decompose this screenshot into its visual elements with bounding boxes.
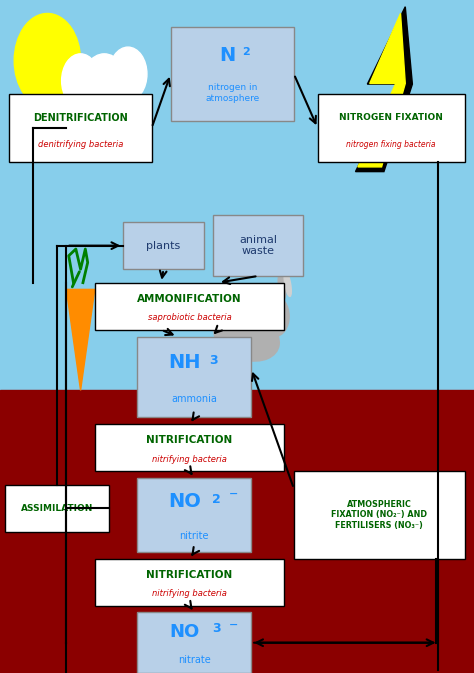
FancyBboxPatch shape (137, 478, 251, 552)
Text: nitrite: nitrite (180, 530, 209, 540)
Text: nitrate: nitrate (178, 655, 211, 665)
Text: ATMOSPHERIC
FIXATION (NO₂⁻) AND
FERTILISERS (NO₃⁻): ATMOSPHERIC FIXATION (NO₂⁻) AND FERTILIS… (331, 500, 427, 530)
Text: 3: 3 (209, 354, 218, 367)
FancyBboxPatch shape (5, 485, 109, 532)
Ellipse shape (278, 273, 286, 299)
Text: NO: NO (170, 623, 200, 641)
FancyBboxPatch shape (95, 559, 284, 606)
Bar (0, 390, 474, 673)
Circle shape (62, 54, 100, 108)
Polygon shape (358, 13, 405, 167)
FancyBboxPatch shape (318, 94, 465, 162)
Polygon shape (356, 7, 412, 172)
Text: AMMONIFICATION: AMMONIFICATION (137, 294, 242, 304)
Text: DENITRIFICATION: DENITRIFICATION (33, 113, 128, 122)
Text: nitrifying bacteria: nitrifying bacteria (152, 455, 227, 464)
FancyBboxPatch shape (95, 424, 284, 471)
Text: nitrogen in
atmosphere: nitrogen in atmosphere (205, 83, 259, 102)
Text: NH: NH (169, 353, 201, 372)
FancyBboxPatch shape (137, 336, 251, 417)
Polygon shape (66, 289, 95, 390)
Text: saprobiotic bacteria: saprobiotic bacteria (148, 314, 231, 322)
Text: ammonia: ammonia (172, 394, 217, 404)
Text: denitrifying bacteria: denitrifying bacteria (38, 140, 123, 149)
FancyBboxPatch shape (137, 612, 251, 673)
Text: 2: 2 (243, 47, 250, 57)
Circle shape (261, 296, 289, 336)
Text: −: − (228, 489, 238, 499)
Text: animal
waste: animal waste (239, 235, 277, 256)
Text: NITRIFICATION: NITRIFICATION (146, 435, 233, 446)
Text: plants: plants (146, 241, 181, 250)
FancyBboxPatch shape (95, 283, 284, 330)
Text: 2: 2 (212, 493, 221, 506)
Circle shape (109, 47, 147, 101)
Text: nitrifying bacteria: nitrifying bacteria (152, 590, 227, 598)
FancyBboxPatch shape (9, 94, 152, 162)
Text: N: N (219, 46, 236, 65)
Text: −: − (228, 619, 238, 629)
Circle shape (14, 13, 81, 108)
Ellipse shape (284, 272, 292, 296)
FancyBboxPatch shape (171, 27, 294, 121)
Text: ASSIMILATION: ASSIMILATION (21, 503, 93, 513)
Text: nitrogen fixing bacteria: nitrogen fixing bacteria (346, 140, 436, 149)
Text: NITRIFICATION: NITRIFICATION (146, 570, 233, 580)
FancyBboxPatch shape (213, 215, 303, 276)
FancyBboxPatch shape (294, 471, 465, 559)
Circle shape (81, 54, 128, 121)
Bar (0, 0, 474, 390)
Text: NITROGEN FIXATION: NITROGEN FIXATION (339, 113, 443, 122)
Text: 3: 3 (212, 623, 221, 635)
Ellipse shape (214, 312, 279, 361)
FancyBboxPatch shape (123, 222, 204, 269)
Text: NO: NO (168, 492, 201, 511)
